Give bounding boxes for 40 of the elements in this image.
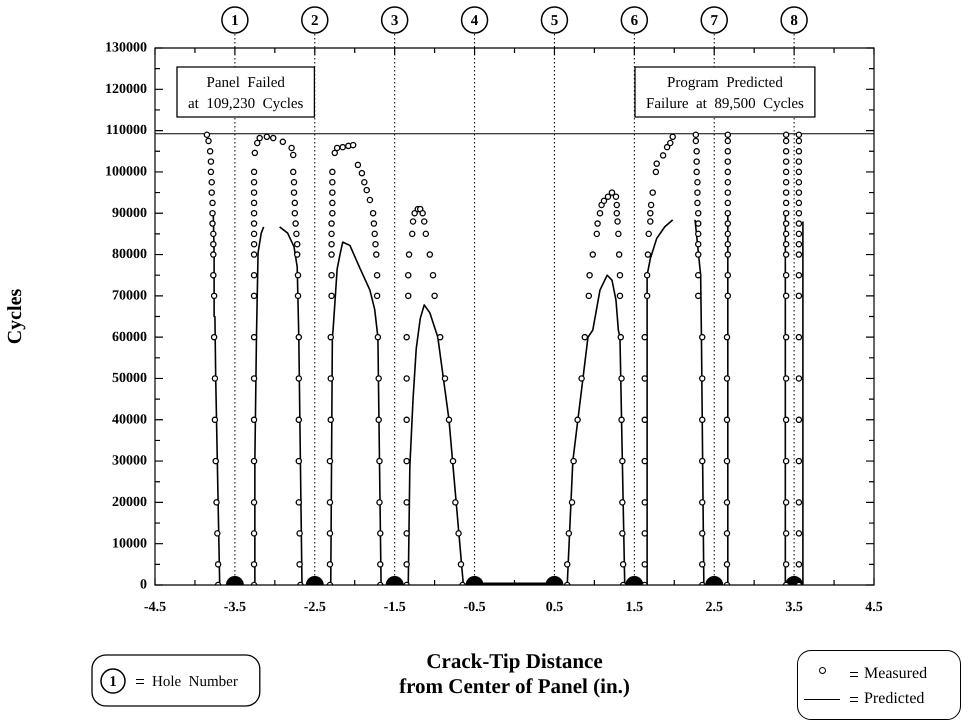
x-tick-label: -1.5 bbox=[384, 600, 406, 616]
x-tick-label: 0.5 bbox=[546, 600, 564, 616]
y-tick-label: 120000 bbox=[105, 82, 147, 97]
x-tick-label: 3.5 bbox=[785, 600, 803, 616]
y-tick-label: 70000 bbox=[112, 288, 147, 304]
y-tick-label: 110000 bbox=[106, 123, 147, 138]
y-tick-label: 60000 bbox=[112, 330, 147, 345]
x-tick-label: -0.5 bbox=[463, 600, 486, 616]
y-tick-label: 80000 bbox=[112, 247, 147, 262]
text: 7 bbox=[710, 12, 718, 29]
y-tick-label: 30000 bbox=[112, 454, 147, 469]
text: 1 bbox=[109, 674, 117, 690]
y-tick-label: 40000 bbox=[112, 412, 147, 428]
x-tick-label: 4.5 bbox=[865, 600, 883, 616]
y-tick-label: 10000 bbox=[112, 536, 147, 552]
x-tick-label: 1.5 bbox=[626, 600, 644, 616]
y-tick-label: 90000 bbox=[112, 206, 147, 221]
legend-label: Predicted bbox=[864, 689, 924, 709]
text: 8 bbox=[790, 12, 798, 29]
y-axis-title: Cycles bbox=[4, 288, 26, 344]
y-tick-label: 0 bbox=[140, 578, 147, 593]
text: 3 bbox=[390, 12, 398, 29]
text: 1 bbox=[231, 12, 239, 29]
legend-label: Measured bbox=[864, 664, 928, 684]
x-tick-label: -2.5 bbox=[304, 600, 326, 616]
text: 4 bbox=[470, 12, 479, 29]
y-tick-label: 20000 bbox=[112, 494, 147, 510]
text: Hole Number bbox=[152, 674, 238, 690]
x-tick-label: 2.5 bbox=[705, 600, 723, 616]
y-tick-label: 100000 bbox=[105, 164, 147, 180]
text: 2 bbox=[311, 12, 319, 29]
x-tick-label: -4.5 bbox=[144, 600, 166, 616]
x-tick-label: -3.5 bbox=[224, 600, 246, 616]
text: 6 bbox=[630, 12, 639, 29]
x-axis-title: Crack-Tip Distance from Center of Panel (in.) bbox=[399, 649, 630, 698]
text: 5 bbox=[550, 12, 558, 29]
annotation: Program Predicted Failure at 89,500 Cycles bbox=[646, 75, 804, 112]
y-tick-label: 130000 bbox=[105, 40, 147, 56]
annotation: Panel Failed at 109,230 Cycles bbox=[188, 75, 304, 112]
y-tick-label: 50000 bbox=[112, 371, 147, 386]
